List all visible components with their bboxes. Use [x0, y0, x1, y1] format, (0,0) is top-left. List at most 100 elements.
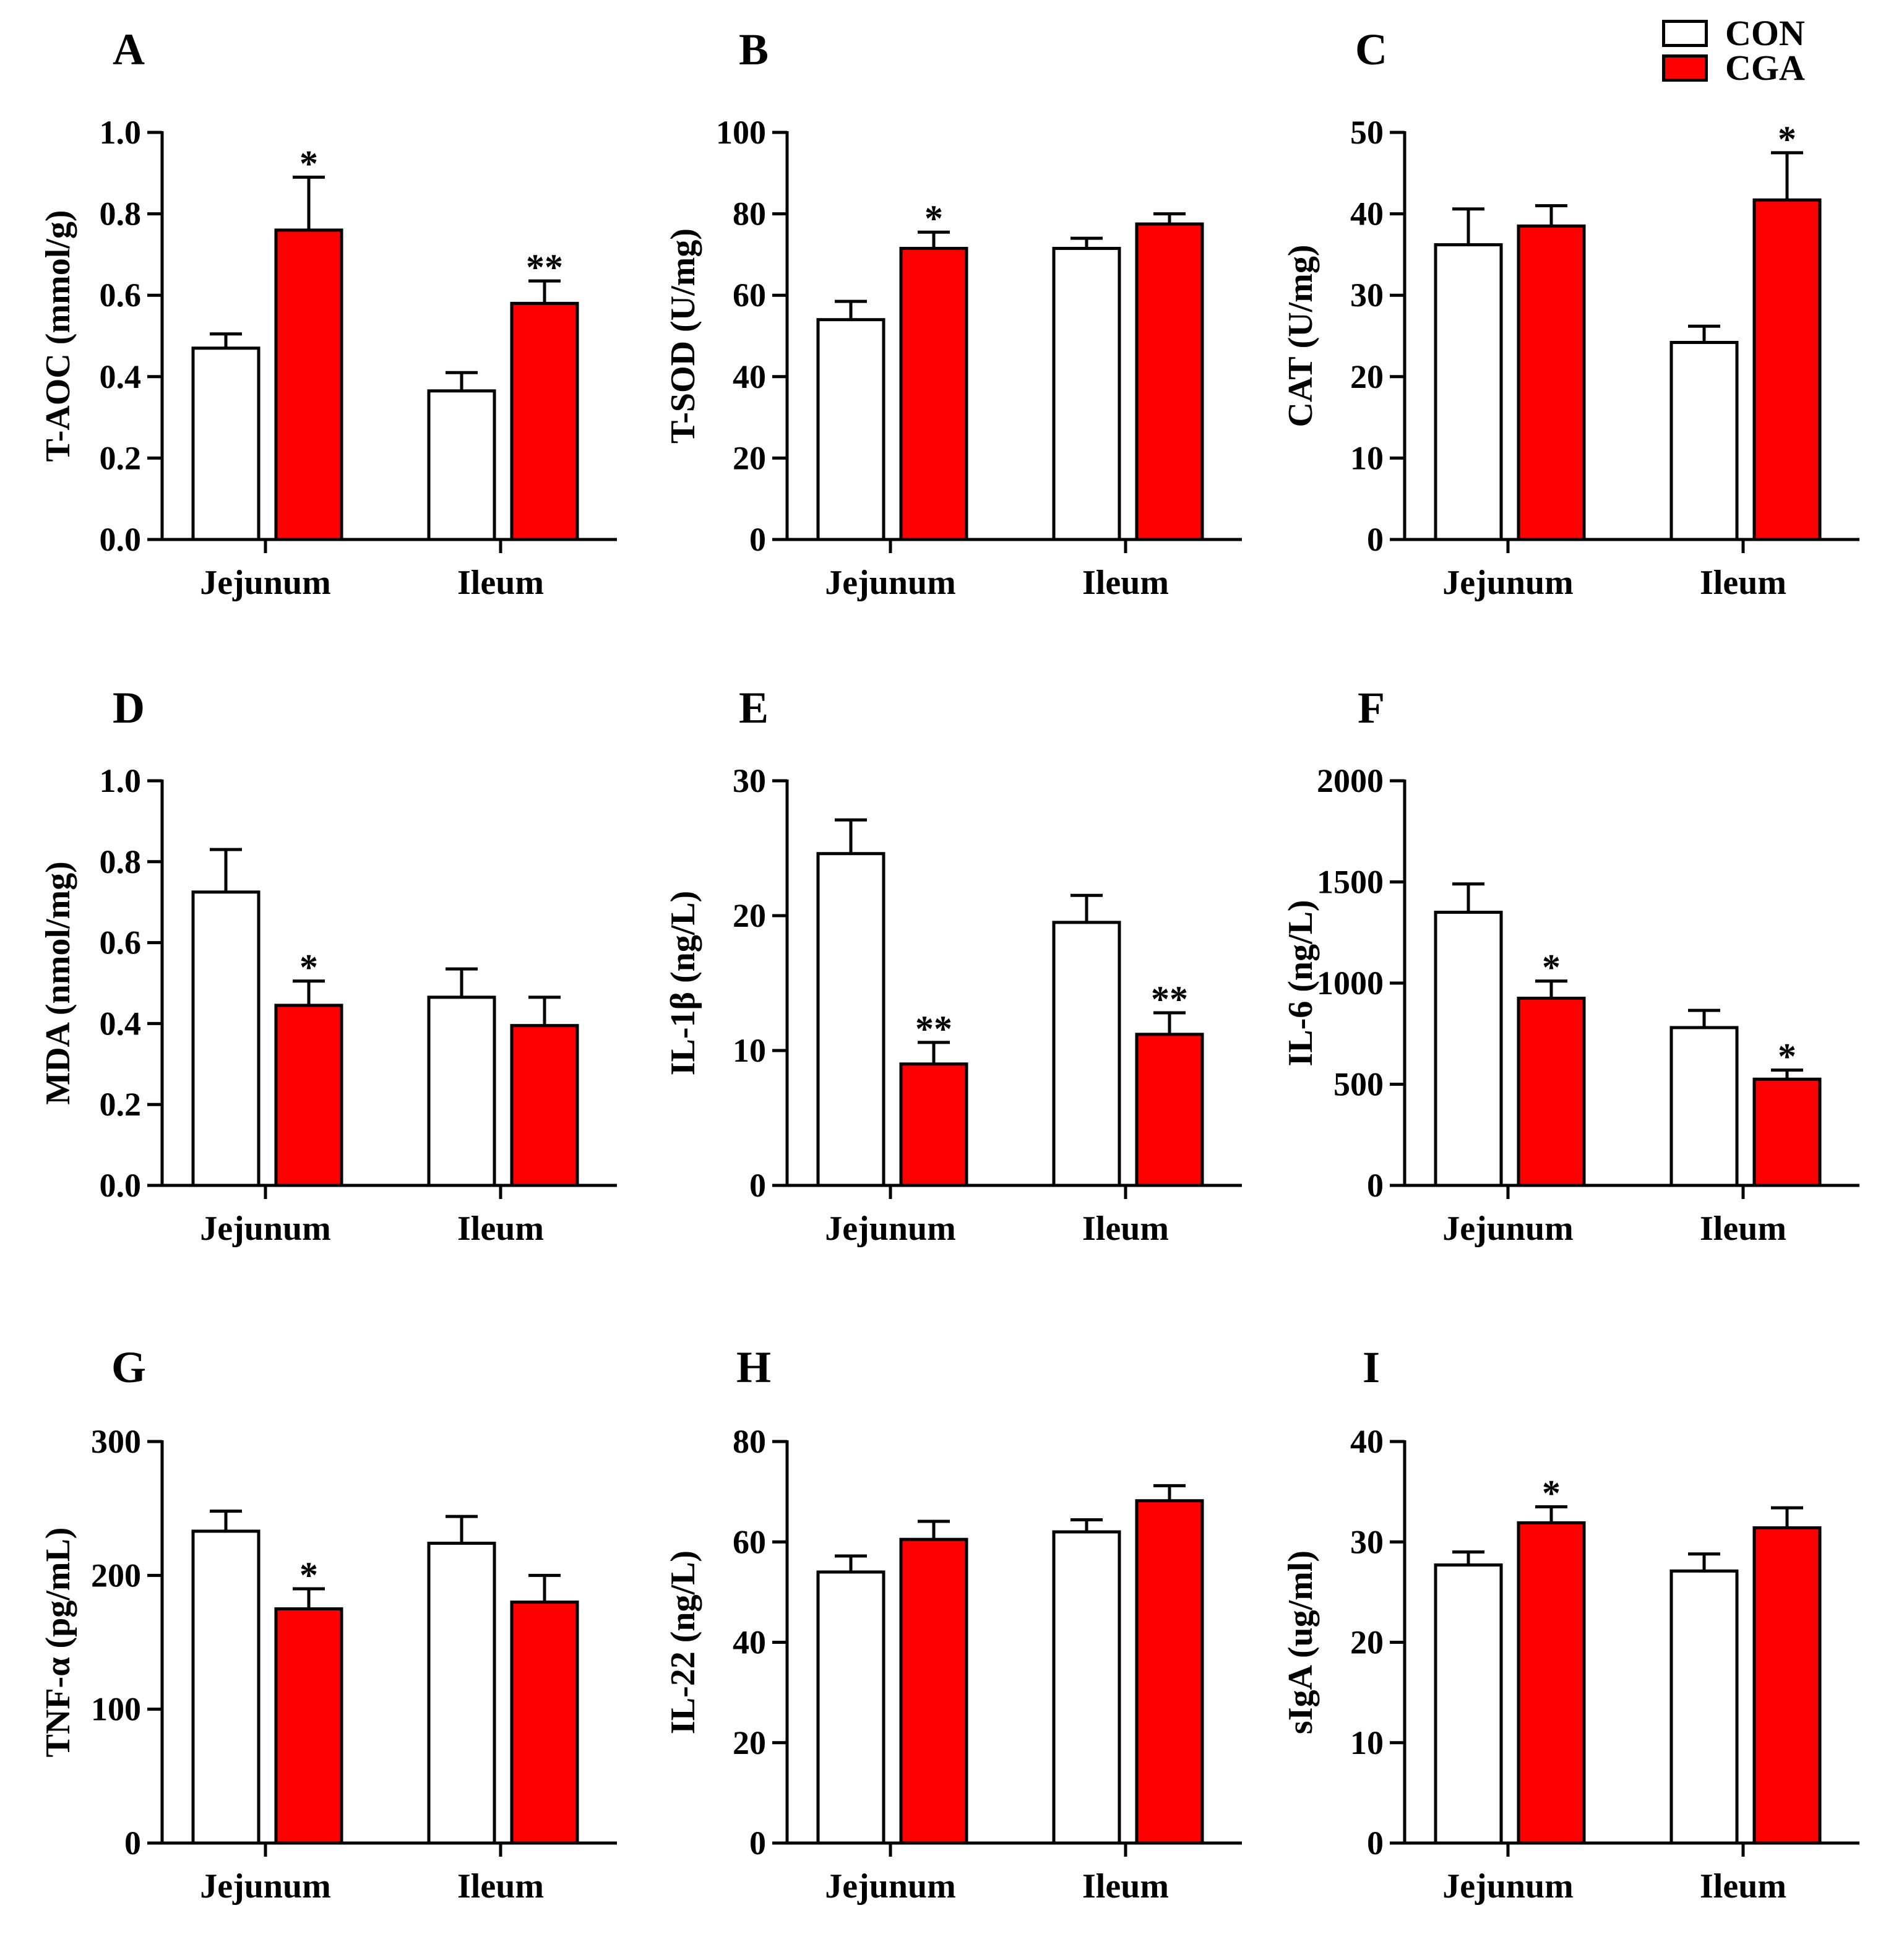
significance-mark: **: [915, 1008, 952, 1049]
bar-cga-ileum: [510, 1024, 579, 1187]
y-axis-label: sIgA (ug/ml): [1282, 1550, 1320, 1734]
bar-con-ileum: [427, 389, 496, 541]
panel-letter: I: [1363, 1343, 1380, 1392]
x-tick-label: Ileum: [1700, 1867, 1786, 1906]
y-axis-label: IL-22 (ng/L): [664, 1550, 702, 1734]
y-tick-label: 500: [1333, 1066, 1384, 1103]
y-tick-label: 80: [733, 1423, 766, 1460]
panel-b: B T-SOD (U/mg) 0 20 40 60 80 100 * Jejunum Ileum: [664, 25, 1242, 602]
bar-cga-jejunum: [1517, 1521, 1586, 1845]
x-tick-label: Jejunum: [200, 1867, 331, 1906]
y-tick-label: 0.6: [100, 924, 142, 961]
y-tick-label: 0: [1367, 1824, 1384, 1862]
significance-mark: **: [1151, 979, 1188, 1020]
bar-con-jejunum: [816, 1570, 885, 1845]
y-tick-label: 1.0: [100, 762, 142, 799]
y-tick-label: 20: [733, 1724, 766, 1761]
panel-letter: E: [739, 683, 769, 733]
x-tick-label: Ileum: [1082, 1867, 1169, 1906]
bar-con-jejunum: [191, 1529, 261, 1845]
bar-cga-jejunum: [274, 1607, 343, 1845]
panel-a: AT-AOC (mmol/g)0.00.20.40.60.81.0***Jeju…: [39, 25, 617, 602]
y-tick-label: 10: [1350, 439, 1384, 476]
significance-mark: *: [1542, 947, 1561, 988]
panel-d: D MDA (nmol/mg) 0.0 0.2 0.4 0.6 0.8 1.0 * Jejunum…: [39, 683, 617, 1248]
bar-con-ileum: [1052, 921, 1121, 1187]
y-tick-label: 0: [1367, 521, 1384, 558]
legend-item-con: CON: [1662, 15, 1805, 51]
y-tick-label: 30: [1350, 1523, 1384, 1560]
y-tick-label: 0: [749, 521, 766, 558]
y-tick-label: 0.8: [100, 843, 142, 880]
significance-mark: *: [1778, 119, 1796, 160]
panel-letter: C: [1355, 25, 1387, 74]
significance-mark: **: [526, 247, 563, 288]
y-axis-label: TNF-α (pg/mL): [39, 1528, 77, 1758]
bar-cga-ileum: [1752, 198, 1822, 541]
y-tick-label: 20: [1350, 1624, 1384, 1661]
legend-swatch-con: [1662, 20, 1708, 47]
bar-cga-jejunum: [1517, 224, 1586, 541]
y-tick-label: 10: [733, 1032, 766, 1069]
bar-cga-ileum: [510, 1601, 579, 1845]
panel-letter: A: [113, 25, 145, 74]
y-axis-label: IL-6 (ng/L): [1282, 900, 1320, 1066]
bar-cga-jejunum: [899, 247, 968, 541]
y-axis-label: MDA (nmol/mg): [39, 861, 77, 1105]
significance-mark: *: [1542, 1472, 1561, 1513]
y-tick-label: 0.6: [100, 277, 142, 314]
y-tick-label: 0.0: [100, 1167, 142, 1204]
y-axis-label: CAT (U/mg): [1282, 244, 1320, 427]
y-tick-label: 0: [749, 1167, 766, 1204]
x-tick-label: Jejunum: [1442, 1210, 1574, 1248]
y-axis-label: T-SOD (U/mg): [664, 228, 702, 444]
bar-con-jejunum: [191, 890, 261, 1187]
panel-c: C CAT (U/mg) 0 10 20 30 40 50 * Jejunum Ileum: [1282, 25, 1859, 602]
panel-e: E IL-1β (ng/L) 0 10 20 30 ** ** Jejunum Ileum: [664, 683, 1242, 1248]
y-tick-label: 40: [733, 1624, 766, 1661]
x-tick-label: Ileum: [457, 564, 544, 602]
x-tick-label: Jejunum: [1442, 1867, 1574, 1906]
bar-con-jejunum: [816, 318, 885, 541]
bar-con-ileum: [1052, 1530, 1121, 1845]
y-tick-label: 30: [1350, 277, 1384, 314]
bar-cga-jejunum: [274, 228, 343, 541]
y-tick-label: 0.2: [100, 439, 142, 476]
y-tick-label: 60: [733, 277, 766, 314]
legend: CON CGA: [1662, 15, 1885, 89]
panel-h: H IL-22 (ng/L) 0 20 40 60 80 Jejunum Ileum: [664, 1343, 1242, 1906]
x-tick-label: Jejunum: [1442, 564, 1574, 602]
y-tick-label: 30: [733, 762, 766, 799]
bar-cga-ileum: [1135, 222, 1204, 541]
y-tick-label: 100: [716, 114, 766, 151]
y-tick-label: 60: [733, 1523, 766, 1560]
bar-con-jejunum: [1434, 911, 1503, 1187]
x-tick-label: Jejunum: [825, 1210, 956, 1248]
bar-con-ileum: [1669, 1569, 1739, 1845]
significance-mark: *: [299, 947, 318, 988]
bar-cga-ileum: [510, 301, 579, 541]
y-tick-label: 20: [733, 439, 766, 476]
bar-con-ileum: [427, 1541, 496, 1845]
y-tick-label: 50: [1350, 114, 1384, 151]
x-tick-label: Ileum: [1082, 1210, 1169, 1248]
x-tick-label: Jejunum: [825, 564, 956, 602]
y-axis-label: IL-1β (ng/L): [664, 891, 702, 1076]
significance-mark: *: [924, 198, 943, 239]
bar-con-ileum: [1669, 341, 1739, 541]
significance-mark: *: [1778, 1036, 1796, 1077]
bar-cga-jejunum: [1517, 997, 1586, 1187]
y-tick-label: 40: [1350, 1423, 1384, 1460]
legend-label-cga: CGA: [1725, 48, 1805, 88]
bar-con-ileum: [427, 995, 496, 1187]
x-tick-label: Ileum: [1700, 564, 1786, 602]
y-tick-label: 0.2: [100, 1086, 142, 1123]
significance-mark: *: [299, 1555, 318, 1596]
bar-con-ileum: [1669, 1026, 1739, 1187]
x-tick-label: Ileum: [457, 1867, 544, 1906]
x-tick-label: Ileum: [1082, 564, 1169, 602]
y-tick-label: 20: [1350, 358, 1384, 395]
legend-item-cga: CGA: [1662, 48, 1805, 88]
